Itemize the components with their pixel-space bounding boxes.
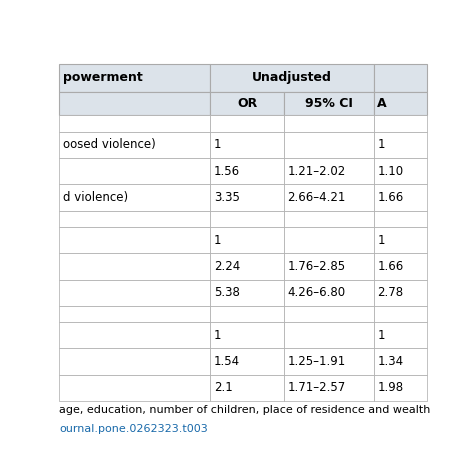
Bar [374, 375, 427, 401]
Bar [59, 115, 210, 132]
Text: 1: 1 [377, 329, 385, 342]
Bar [374, 280, 427, 306]
Bar [210, 322, 284, 348]
Bar [210, 280, 284, 306]
Bar [284, 91, 374, 115]
Text: 2.66–4.21: 2.66–4.21 [287, 191, 346, 204]
Bar [59, 280, 210, 306]
Bar [284, 280, 374, 306]
Text: 1.66: 1.66 [377, 191, 403, 204]
Bar [284, 115, 374, 132]
Bar [374, 91, 427, 115]
Text: oosed violence): oosed violence) [63, 138, 155, 151]
Text: 1.21–2.02: 1.21–2.02 [287, 164, 346, 178]
Bar [210, 227, 284, 253]
Bar [284, 158, 374, 184]
Text: 1.54: 1.54 [214, 355, 240, 368]
Bar [210, 115, 284, 132]
Text: 1.56: 1.56 [214, 164, 240, 178]
Text: 1.98: 1.98 [377, 382, 403, 394]
Bar [284, 227, 374, 253]
Text: 95% CI: 95% CI [305, 97, 353, 110]
Bar [59, 348, 210, 375]
Text: 2.78: 2.78 [377, 286, 403, 299]
Bar [59, 158, 210, 184]
Text: 1.76–2.85: 1.76–2.85 [287, 260, 346, 273]
Bar [284, 253, 374, 280]
Bar [374, 348, 427, 375]
Text: 1.10: 1.10 [377, 164, 403, 178]
Text: 4.26–6.80: 4.26–6.80 [287, 286, 346, 299]
Text: powerment: powerment [63, 72, 143, 84]
Text: 1.66: 1.66 [377, 260, 403, 273]
Text: Unadjusted: Unadjusted [252, 72, 332, 84]
Bar [59, 184, 210, 210]
Bar [374, 210, 427, 227]
Bar [374, 322, 427, 348]
Bar [374, 64, 427, 91]
Bar [210, 91, 284, 115]
Bar [59, 375, 210, 401]
Text: 1: 1 [214, 138, 221, 151]
Text: 1: 1 [377, 234, 385, 246]
Text: age, education, number of children, place of residence and wealth: age, education, number of children, plac… [59, 405, 430, 415]
Bar [59, 253, 210, 280]
Bar [374, 184, 427, 210]
Bar [284, 132, 374, 158]
Bar [59, 227, 210, 253]
Bar [374, 132, 427, 158]
Text: 2.24: 2.24 [214, 260, 240, 273]
Text: ournal.pone.0262323.t003: ournal.pone.0262323.t003 [59, 424, 208, 434]
Bar [374, 227, 427, 253]
Text: A: A [377, 97, 387, 110]
Text: 1.34: 1.34 [377, 355, 403, 368]
Bar [59, 64, 210, 91]
Bar [210, 184, 284, 210]
Text: d violence): d violence) [63, 191, 128, 204]
Bar [284, 375, 374, 401]
Bar [210, 132, 284, 158]
Bar [284, 306, 374, 322]
Text: 2.1: 2.1 [214, 382, 233, 394]
Text: 3.35: 3.35 [214, 191, 240, 204]
Bar [284, 184, 374, 210]
Bar [284, 348, 374, 375]
Bar [59, 306, 210, 322]
Bar [284, 210, 374, 227]
Bar [59, 322, 210, 348]
Bar [374, 115, 427, 132]
Bar [59, 91, 210, 115]
Bar [210, 210, 284, 227]
Bar [210, 253, 284, 280]
Text: 1.25–1.91: 1.25–1.91 [287, 355, 346, 368]
Bar [210, 348, 284, 375]
Text: 1: 1 [214, 329, 221, 342]
Bar [374, 253, 427, 280]
Bar [374, 306, 427, 322]
Bar [210, 64, 374, 91]
Text: 1: 1 [377, 138, 385, 151]
Text: OR: OR [237, 97, 257, 110]
Bar [210, 375, 284, 401]
Text: 5.38: 5.38 [214, 286, 240, 299]
Bar [59, 132, 210, 158]
Bar [374, 158, 427, 184]
Bar [284, 322, 374, 348]
Bar [210, 158, 284, 184]
Bar [59, 210, 210, 227]
Text: 1: 1 [214, 234, 221, 246]
Text: 1.71–2.57: 1.71–2.57 [287, 382, 346, 394]
Bar [210, 306, 284, 322]
